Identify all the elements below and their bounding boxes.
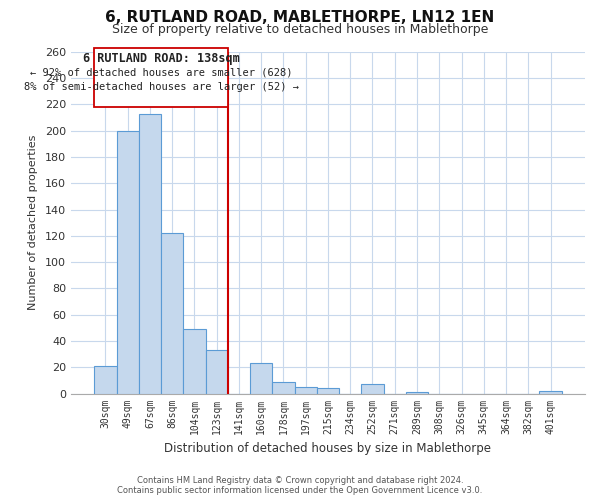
Bar [539,391,562,394]
Bar [116,131,139,394]
Bar [361,384,383,394]
Bar [94,366,116,394]
Bar [139,114,161,394]
Bar [272,382,295,394]
Bar [406,392,428,394]
Bar [250,364,272,394]
Bar [94,48,228,107]
Text: Size of property relative to detached houses in Mablethorpe: Size of property relative to detached ho… [112,22,488,36]
Bar [317,388,339,394]
Bar [206,350,228,394]
Bar [295,387,317,394]
Text: 6 RUTLAND ROAD: 138sqm: 6 RUTLAND ROAD: 138sqm [83,52,239,65]
Bar [184,329,206,394]
Text: 8% of semi-detached houses are larger (52) →: 8% of semi-detached houses are larger (5… [23,82,299,92]
X-axis label: Distribution of detached houses by size in Mablethorpe: Distribution of detached houses by size … [164,442,491,455]
Text: Contains HM Land Registry data © Crown copyright and database right 2024.
Contai: Contains HM Land Registry data © Crown c… [118,476,482,495]
Bar [161,234,184,394]
Text: 6, RUTLAND ROAD, MABLETHORPE, LN12 1EN: 6, RUTLAND ROAD, MABLETHORPE, LN12 1EN [106,10,494,25]
Y-axis label: Number of detached properties: Number of detached properties [28,135,38,310]
Text: ← 92% of detached houses are smaller (628): ← 92% of detached houses are smaller (62… [30,68,292,78]
